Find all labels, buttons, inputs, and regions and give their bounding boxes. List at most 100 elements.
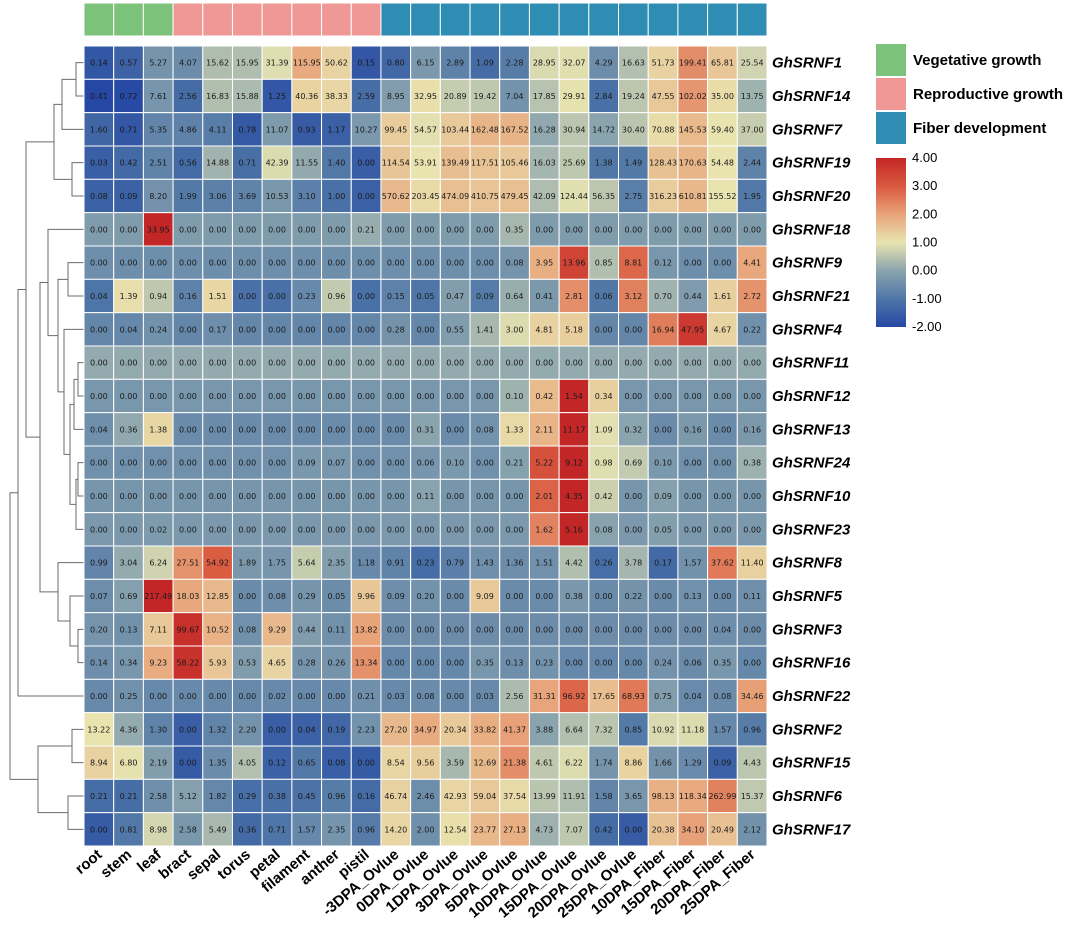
cell-value: 0.34	[120, 659, 138, 668]
cell-value: 27.13	[503, 825, 526, 834]
dendrogram-link	[71, 162, 84, 197]
cell-value: 1.51	[209, 292, 227, 301]
cell-value: 0.00	[684, 459, 702, 468]
heatmap-cell	[618, 778, 649, 814]
heatmap-cell	[528, 345, 560, 380]
cell-value: 1.33	[506, 425, 524, 434]
heatmap-cell	[618, 412, 649, 447]
cell-value: 0.00	[417, 659, 435, 668]
cell-value: 0.65	[298, 759, 316, 768]
cell-value: 6.22	[565, 759, 583, 768]
cell-value: 0.85	[624, 725, 642, 734]
row-label: GhSRNF3	[772, 621, 843, 638]
heatmap-cell	[172, 712, 204, 747]
row-label: GhSRNF10	[772, 488, 851, 505]
cell-value: 139.49	[441, 159, 469, 168]
cell-value: 1.51	[535, 559, 553, 568]
heatmap-cell	[558, 712, 590, 747]
heatmap-cell	[172, 312, 204, 347]
cell-value: 0.15	[357, 59, 375, 68]
heatmap-cell	[736, 278, 768, 314]
cell-value: 42.93	[444, 792, 467, 801]
cell-value: 1.18	[357, 559, 375, 568]
cell-value: 0.91	[387, 559, 405, 568]
color-scale-bar	[876, 158, 906, 327]
cell-value: 0.00	[624, 492, 642, 501]
cell-value: 0.12	[654, 259, 672, 268]
cell-value: 0.00	[714, 459, 732, 468]
cell-value: 0.00	[298, 259, 316, 268]
heatmap-cell	[528, 478, 560, 514]
cell-value: 0.00	[120, 525, 138, 534]
cell-value: 0.00	[357, 525, 375, 534]
heatmap-cell	[142, 278, 174, 314]
cell-value: 0.06	[417, 459, 435, 468]
heatmap-cell	[321, 745, 352, 780]
cell-value: 37.54	[503, 792, 526, 801]
cell-value: 0.00	[624, 325, 642, 334]
cell-value: 0.13	[120, 625, 138, 634]
heatmap-cell	[350, 112, 382, 147]
cell-value: 0.47	[446, 292, 464, 301]
cell-value: 2.35	[328, 825, 346, 834]
cell-value: 1.57	[298, 825, 316, 834]
cell-value: 0.00	[476, 459, 494, 468]
cell-value: 0.00	[476, 259, 494, 268]
cell-value: 2.19	[149, 759, 167, 768]
heatmap-cell	[736, 678, 768, 714]
heatmap-cells	[83, 45, 768, 847]
cell-value: 10.52	[206, 625, 229, 634]
row-label: GhSRNF11	[772, 355, 849, 372]
cell-value: 1.57	[714, 725, 732, 734]
cell-value: 610.81	[679, 192, 707, 201]
heatmap-cell	[647, 178, 679, 214]
row-label: GhSRNF20	[772, 188, 851, 205]
cell-value: 5.64	[298, 559, 316, 568]
cell-value: 0.38	[268, 792, 286, 801]
heatmap-cell	[321, 145, 352, 180]
cell-value: 0.57	[120, 59, 138, 68]
heatmap-cell	[321, 112, 352, 147]
cell-value: 35.00	[711, 92, 734, 101]
cell-value: 9.09	[476, 592, 494, 601]
cell-value: 6.64	[565, 725, 583, 734]
heatmap-cell	[528, 445, 560, 480]
cell-value: 0.00	[446, 392, 464, 401]
cell-value: 2.75	[624, 192, 642, 201]
row-label: GhSRNF13	[772, 421, 851, 438]
cell-value: 203.45	[412, 192, 440, 201]
cell-value: 0.00	[209, 392, 227, 401]
cell-value: 0.00	[120, 492, 138, 501]
heatmap-cell	[528, 412, 560, 447]
cell-value: 32.95	[414, 92, 437, 101]
heatmap-cell	[707, 112, 738, 147]
heatmap-cell	[558, 312, 590, 347]
cell-value: 0.00	[684, 259, 702, 268]
cell-value: 0.00	[714, 259, 732, 268]
cell-value: 1.62	[535, 525, 553, 534]
heatmap-cell	[83, 412, 115, 447]
cell-value: 0.00	[506, 525, 524, 534]
cell-value: 0.08	[506, 259, 524, 268]
cell-value: 0.00	[209, 225, 227, 234]
heatmap-cell	[647, 712, 679, 747]
heatmap-cell	[321, 545, 352, 580]
cell-value: 27.51	[176, 559, 199, 568]
heatmap-cell	[736, 612, 768, 647]
cell-value: 0.53	[238, 659, 256, 668]
cell-value: 0.23	[298, 292, 316, 301]
cell-value: 13.96	[563, 259, 586, 268]
group-bar-cell	[380, 2, 412, 37]
cell-value: 11.55	[295, 159, 318, 168]
heatmap-cell	[172, 345, 204, 380]
heatmap-cell	[142, 178, 174, 214]
heatmap-cell	[113, 812, 144, 847]
cell-value: 31.39	[266, 59, 289, 68]
cell-value: 0.00	[476, 225, 494, 234]
cell-value: 0.44	[298, 625, 316, 634]
dendrogram-link	[57, 562, 84, 622]
heatmap-cell	[647, 578, 679, 614]
row-label: GhSRNF7	[772, 121, 843, 138]
cell-value: 1.43	[476, 559, 494, 568]
